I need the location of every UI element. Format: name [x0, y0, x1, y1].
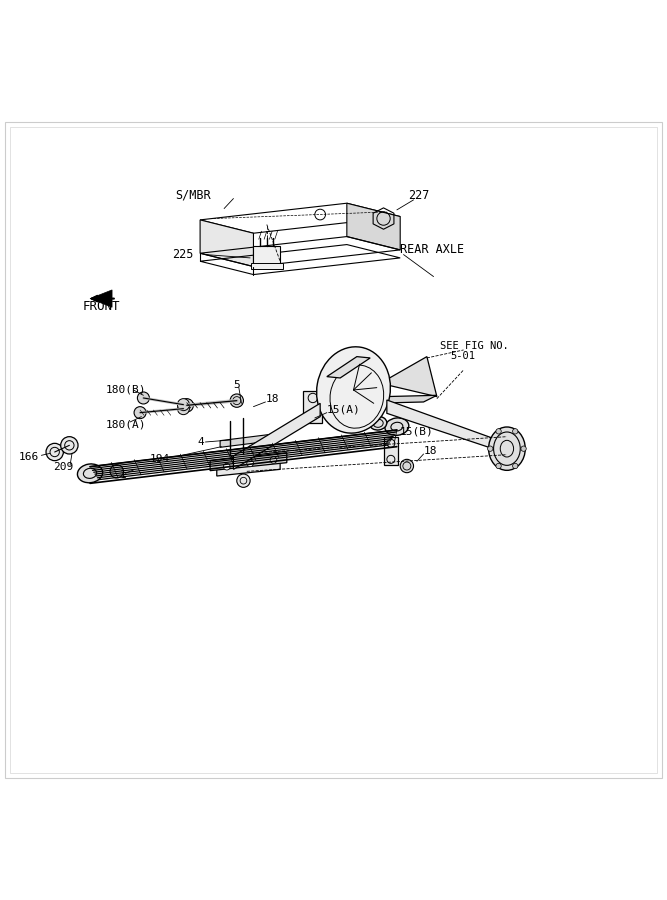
Circle shape [137, 392, 149, 404]
Circle shape [61, 436, 78, 454]
Text: 18: 18 [424, 446, 437, 456]
Polygon shape [210, 453, 287, 471]
Ellipse shape [488, 427, 526, 471]
Polygon shape [90, 290, 112, 307]
Circle shape [315, 209, 325, 220]
Circle shape [521, 446, 526, 451]
Circle shape [512, 428, 518, 434]
Text: 15(B): 15(B) [400, 427, 434, 436]
Circle shape [177, 399, 189, 410]
Text: 166: 166 [19, 452, 39, 462]
Circle shape [488, 446, 493, 451]
Circle shape [496, 428, 502, 434]
Text: SEE FIG NO.: SEE FIG NO. [440, 341, 509, 351]
Circle shape [177, 402, 189, 415]
Text: 15(A): 15(A) [327, 405, 361, 415]
Circle shape [180, 399, 193, 412]
Bar [253, 246, 280, 265]
Text: 4: 4 [197, 437, 204, 447]
Text: REAR AXLE: REAR AXLE [400, 243, 464, 256]
Circle shape [223, 464, 230, 470]
Circle shape [400, 459, 414, 472]
Ellipse shape [385, 418, 409, 436]
Circle shape [46, 444, 63, 461]
Text: 5-01: 5-01 [450, 351, 475, 361]
Text: 209: 209 [53, 463, 73, 473]
Polygon shape [233, 403, 320, 469]
Text: FRONT: FRONT [83, 300, 120, 313]
Text: 18: 18 [265, 394, 279, 404]
Circle shape [247, 460, 253, 467]
Polygon shape [380, 356, 437, 397]
Ellipse shape [370, 417, 387, 430]
Polygon shape [347, 203, 400, 250]
Text: 225: 225 [172, 248, 193, 261]
Circle shape [512, 464, 518, 469]
Circle shape [134, 407, 146, 418]
Text: 5: 5 [233, 380, 240, 390]
Text: 227: 227 [408, 189, 430, 202]
Circle shape [230, 394, 243, 408]
Ellipse shape [77, 464, 103, 482]
Circle shape [270, 456, 277, 464]
Text: 194: 194 [150, 454, 170, 464]
Circle shape [110, 464, 123, 478]
Bar [303, 392, 322, 423]
Polygon shape [217, 458, 280, 476]
Text: 180(B): 180(B) [105, 385, 146, 395]
Polygon shape [220, 434, 273, 447]
Ellipse shape [317, 346, 390, 433]
Polygon shape [387, 400, 507, 454]
Circle shape [496, 464, 502, 469]
Bar [251, 263, 283, 268]
Polygon shape [327, 356, 370, 378]
Polygon shape [370, 395, 437, 403]
Bar [384, 436, 398, 464]
Text: 1: 1 [120, 470, 127, 480]
Polygon shape [200, 220, 253, 266]
Ellipse shape [361, 397, 380, 412]
Circle shape [237, 474, 250, 488]
Text: 180(A): 180(A) [105, 419, 146, 429]
Text: S/MBR: S/MBR [175, 189, 210, 202]
